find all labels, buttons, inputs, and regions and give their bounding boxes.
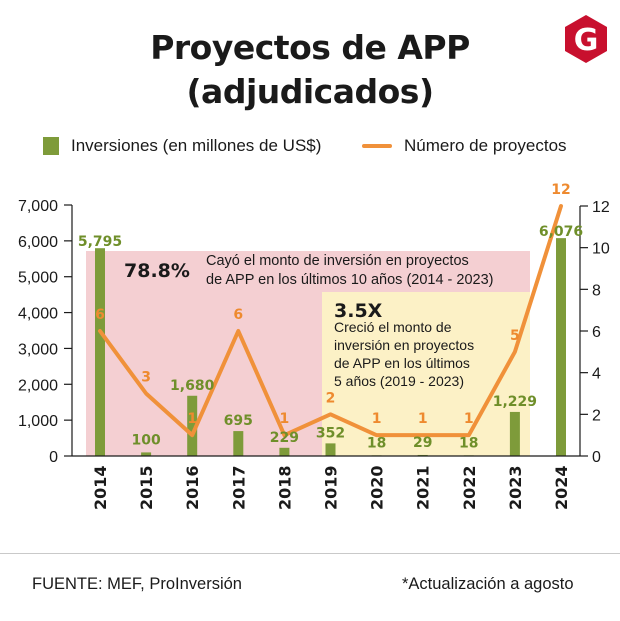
bar-2017 xyxy=(233,431,244,456)
line-series xyxy=(98,204,563,438)
bar-2015 xyxy=(141,452,152,456)
right-tick-label: 0 xyxy=(592,449,601,466)
gestion-logo: G xyxy=(565,15,607,63)
pink-text-line-2: de APP en los últimos 10 años (2014 - 20… xyxy=(206,272,494,288)
left-tick-label: 5,000 xyxy=(18,270,58,287)
x-label-2024: 2024 xyxy=(552,465,571,510)
legend-line-label: Número de proyectos xyxy=(404,136,567,155)
yellow-text-line-3: de APP en los últimos xyxy=(334,355,470,371)
yellow-stat: 3.5X xyxy=(334,300,383,322)
x-label-2023: 2023 xyxy=(506,465,525,510)
x-label-2021: 2021 xyxy=(414,465,433,510)
bar-label-2016: 1,680 xyxy=(170,378,215,394)
x-label-2016: 2016 xyxy=(183,465,202,510)
left-tick-label: 7,000 xyxy=(18,198,58,215)
bar-2018 xyxy=(279,447,290,456)
x-label-2018: 2018 xyxy=(275,465,294,510)
left-tick-label: 6,000 xyxy=(18,234,58,251)
bar-label-2014: 5,795 xyxy=(78,234,122,250)
x-axis-labels: 2014 2015 2016 2017 2018 2019 2020 2021 2022 2023… xyxy=(72,455,580,510)
x-label-2020: 2020 xyxy=(368,465,387,510)
footer-note: *Actualización a agosto xyxy=(402,575,574,593)
left-tick-label: 0 xyxy=(49,449,58,466)
bar-label-2015: 100 xyxy=(131,432,160,448)
x-label-2019: 2019 xyxy=(322,465,341,510)
line-label-2024: 12 xyxy=(551,182,570,198)
footer-source: FUENTE: MEF, ProInversión xyxy=(32,575,242,593)
bar-label-2017: 695 xyxy=(224,413,253,429)
yellow-text-line-4: 5 años (2019 - 2023) xyxy=(334,373,464,389)
bar-label-2021: 29 xyxy=(413,435,432,451)
bar-2024 xyxy=(556,238,566,456)
pink-text-line-1: Cayó el monto de inversión en proyectos xyxy=(206,253,469,269)
x-label-2017: 2017 xyxy=(229,465,248,510)
line-label-2015: 3 xyxy=(141,370,151,386)
line-label-2020: 1 xyxy=(372,411,382,427)
bar-2019 xyxy=(325,443,336,456)
legend-line: Número de proyectos xyxy=(362,134,567,158)
right-tick-label: 2 xyxy=(592,407,601,424)
bar-label-2019: 352 xyxy=(316,425,345,441)
yellow-highlight-band xyxy=(322,292,530,456)
x-label-2014: 2014 xyxy=(91,465,110,510)
chart-title-line-1: Proyectos de APP xyxy=(150,28,470,67)
bar-label-2022: 18 xyxy=(459,435,478,451)
x-label-2015: 2015 xyxy=(137,465,156,510)
bar-label-2020: 18 xyxy=(367,435,386,451)
left-tick-label: 2,000 xyxy=(18,377,58,394)
legend-line-swatch xyxy=(362,144,392,148)
right-tick-label: 6 xyxy=(592,324,601,341)
svg-text:G: G xyxy=(574,23,599,58)
combo-chart: 0 1,000 2,000 3,000 4,000 5,000 6,000 7,000 0 2 4… xyxy=(18,182,610,510)
bar-label-2018: 229 xyxy=(270,430,299,446)
bar-2016 xyxy=(187,395,198,456)
yellow-text-line-2: inversión en proyectos xyxy=(334,337,474,353)
chart-title-line-2: (adjudicados) xyxy=(186,72,434,111)
bar-2023 xyxy=(509,411,520,456)
left-axis: 0 1,000 2,000 3,000 4,000 5,000 6,000 7,000 xyxy=(18,198,73,466)
left-tick-label: 1,000 xyxy=(18,413,58,430)
line-label-2014: 6 xyxy=(95,307,105,323)
x-label-2022: 2022 xyxy=(460,465,479,510)
legend-bar-swatch xyxy=(43,137,59,155)
line-label-2018: 1 xyxy=(280,411,290,427)
right-tick-label: 4 xyxy=(592,366,601,383)
left-tick-label: 3,000 xyxy=(18,341,58,358)
bar-label-2024: 6,076 xyxy=(539,224,583,240)
line-label-2021: 1 xyxy=(418,411,428,427)
line-label-2016: 1 xyxy=(187,411,197,427)
right-tick-label: 12 xyxy=(592,199,610,216)
pink-stat: 78.8% xyxy=(124,260,190,282)
right-tick-label: 10 xyxy=(592,241,610,258)
left-tick-label: 4,000 xyxy=(18,306,58,323)
legend-bars: Inversiones (en millones de US$) xyxy=(43,134,321,158)
footer-divider xyxy=(0,553,620,554)
right-tick-label: 8 xyxy=(592,282,601,299)
line-label-2017: 6 xyxy=(233,307,243,323)
right-axis: 0 2 4 6 8 10 12 xyxy=(579,199,610,466)
line-label-2022: 1 xyxy=(464,411,474,427)
legend-bars-label: Inversiones (en millones de US$) xyxy=(71,136,322,155)
line-label-2023: 5 xyxy=(510,328,520,344)
bar-label-2023: 1,229 xyxy=(493,394,537,410)
yellow-text-line-1: Creció el monto de xyxy=(334,319,452,335)
line-label-2019: 2 xyxy=(326,390,336,406)
bar-2014 xyxy=(95,248,105,456)
